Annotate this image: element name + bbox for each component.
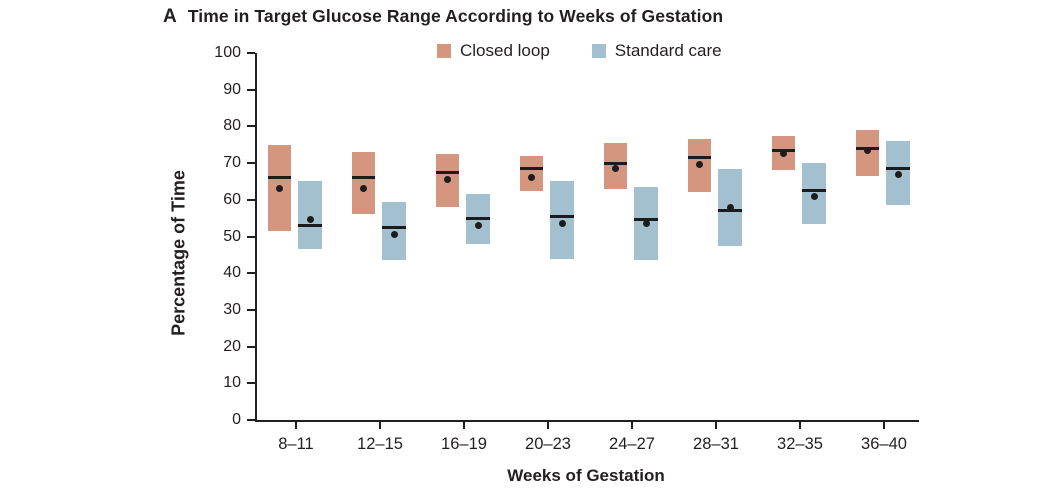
median-standard-care-7 [886, 167, 910, 171]
y-tick-label: 100 [214, 44, 241, 61]
y-tick-label: 40 [223, 264, 241, 282]
plot-area: 0 10 20 30 40 50 60 70 80 90 100 8–11 12–15 16–19 20–2… [214, 44, 919, 453]
mean-dot-standard-care-4 [642, 220, 650, 228]
figure-title: A Time in Target Glucose Range According … [163, 6, 723, 28]
median-standard-care-4 [634, 218, 658, 222]
x-tick-label: 16–19 [441, 435, 487, 453]
box-closed-loop-4 [604, 142, 627, 189]
mean-dot-standard-care-6 [810, 192, 818, 200]
legend-swatch-closed-loop [437, 44, 451, 58]
x-tick-label: 8–11 [278, 435, 314, 453]
median-standard-care-3 [550, 214, 574, 218]
x-tick [379, 422, 381, 429]
mean-dot-closed-loop-4 [612, 165, 619, 173]
mean-dot-closed-loop-1 [360, 185, 367, 193]
mean-dot-standard-care-2 [474, 221, 482, 229]
box-closed-loop-1 [352, 152, 375, 215]
y-tick-label: 50 [223, 227, 241, 245]
x-axis-title: Weeks of Gestation [507, 466, 665, 485]
legend: Closed loop Standard care [437, 41, 722, 61]
y-tick [247, 125, 255, 128]
y-tick-label: 60 [223, 190, 241, 208]
median-closed-loop-3 [520, 167, 543, 171]
median-closed-loop-5 [688, 156, 711, 160]
x-tick [715, 422, 717, 429]
mean-dot-closed-loop-6 [780, 150, 787, 158]
y-tick-label: 10 [223, 374, 241, 392]
box-closed-loop-0 [268, 144, 291, 231]
x-tick [463, 422, 465, 429]
y-tick [247, 52, 255, 54]
mean-dot-closed-loop-3 [528, 174, 535, 182]
box-standard-care-7 [886, 141, 910, 206]
box-standard-care-0 [298, 181, 322, 250]
y-axis-line [255, 53, 257, 422]
box-closed-loop-2 [436, 153, 459, 208]
mean-dot-standard-care-5 [726, 203, 734, 211]
x-tick [799, 422, 801, 429]
x-tick-label: 20–23 [525, 435, 571, 453]
median-standard-care-0 [298, 223, 322, 227]
mean-dot-standard-care-3 [558, 220, 566, 228]
y-tick [247, 272, 255, 275]
box-standard-care-2 [466, 194, 490, 244]
y-tick [247, 345, 255, 348]
y-tick-label: 80 [223, 117, 241, 135]
x-tick [883, 422, 885, 429]
median-closed-loop-2 [436, 170, 459, 174]
y-tick [247, 235, 255, 238]
box-standard-care-3 [550, 181, 574, 259]
mean-dot-closed-loop-2 [444, 176, 451, 184]
y-tick [247, 308, 255, 311]
panel-label: A [163, 6, 177, 27]
x-tick [295, 422, 297, 429]
mean-dot-closed-loop-0 [276, 185, 283, 193]
legend-label-standard-care: Standard care [614, 41, 722, 60]
mean-dot-closed-loop-7 [864, 146, 871, 154]
y-tick-label: 30 [223, 300, 241, 318]
x-tick [631, 422, 633, 429]
y-tick [247, 419, 255, 421]
mean-dot-standard-care-7 [894, 170, 902, 178]
median-closed-loop-0 [268, 176, 291, 180]
y-tick-label: 90 [223, 80, 241, 98]
box-closed-loop-3 [520, 155, 543, 191]
y-tick [247, 162, 255, 165]
box-closed-loop-5 [688, 139, 711, 193]
y-tick-label: 0 [232, 411, 241, 428]
x-tick [547, 422, 549, 429]
median-standard-care-5 [718, 209, 742, 213]
y-tick-label: 20 [223, 337, 241, 355]
median-standard-care-6 [802, 189, 826, 193]
x-tick-label: 36–40 [861, 435, 907, 453]
median-closed-loop-4 [604, 161, 627, 165]
y-tick [247, 382, 255, 385]
x-tick-label: 12–15 [357, 435, 403, 453]
median-closed-loop-6 [772, 148, 795, 152]
mean-dot-standard-care-0 [306, 216, 314, 224]
legend-label-closed-loop: Closed loop [460, 41, 550, 60]
box-standard-care-1 [382, 201, 406, 261]
median-standard-care-2 [466, 216, 490, 220]
median-standard-care-1 [382, 225, 406, 229]
y-axis-title: Percentage of Time [168, 170, 189, 336]
mean-dot-standard-care-1 [390, 231, 398, 239]
mean-dot-closed-loop-5 [696, 161, 703, 169]
x-axis-line [257, 420, 919, 422]
y-tick-label: 70 [223, 154, 241, 172]
figure-title-text: Time in Target Glucose Range According t… [187, 6, 724, 26]
box-standard-care-5 [718, 168, 742, 246]
box-closed-loop-7 [856, 130, 879, 176]
x-tick-label: 28–31 [693, 435, 739, 453]
legend-swatch-standard-care [591, 44, 606, 58]
x-tick-label: 24–27 [609, 435, 655, 453]
box-standard-care-4 [634, 186, 658, 261]
box-closed-loop-6 [772, 135, 795, 171]
box-standard-care-6 [802, 163, 826, 224]
x-tick-label: 32–35 [777, 435, 823, 453]
y-tick [247, 198, 255, 201]
y-tick [247, 88, 255, 91]
median-closed-loop-1 [352, 176, 375, 180]
